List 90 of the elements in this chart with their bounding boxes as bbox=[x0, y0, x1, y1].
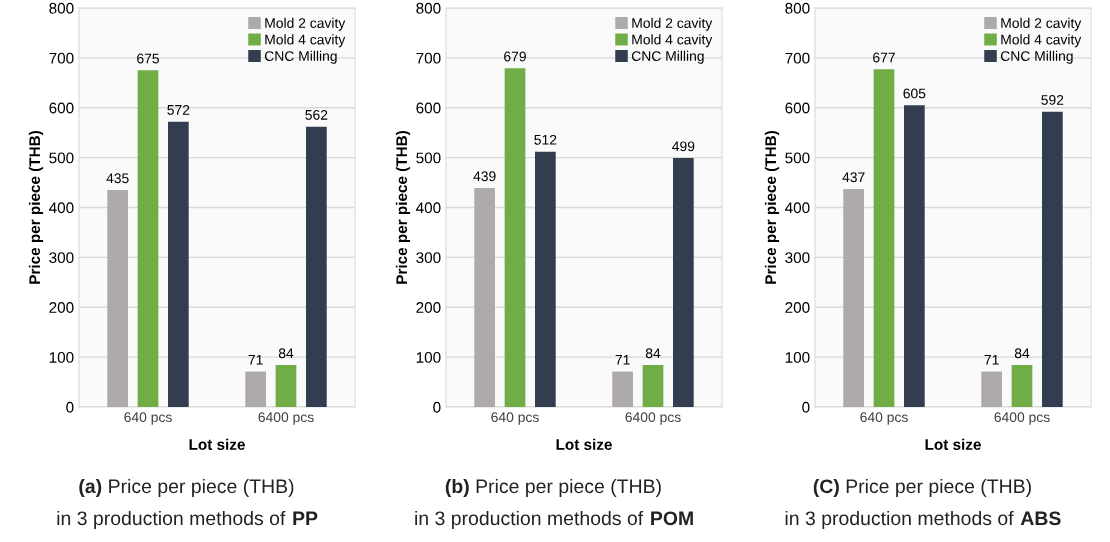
text: (a) Price per piece (THB) bbox=[79, 478, 294, 498]
bar bbox=[1011, 365, 1033, 407]
bar bbox=[1042, 111, 1063, 407]
bar bbox=[904, 105, 925, 407]
x-tick-label: 6400 pcs bbox=[625, 412, 681, 425]
y-tick-label: 500 bbox=[785, 152, 810, 164]
y-tick-label: 500 bbox=[416, 152, 441, 164]
y-axis-title: Price per piece (THB) bbox=[28, 130, 44, 284]
x-tick-label: 640 pcs bbox=[124, 412, 172, 425]
y-axis-title: Price per piece (THB) bbox=[395, 130, 411, 284]
data-label: 439 bbox=[473, 171, 496, 182]
data-label: 677 bbox=[873, 52, 895, 63]
bar bbox=[535, 151, 556, 407]
data-label: 71 bbox=[984, 354, 999, 365]
y-tick-label: 400 bbox=[785, 202, 810, 214]
data-label: 84 bbox=[1014, 348, 1030, 359]
data-label: 84 bbox=[645, 348, 661, 359]
legend-label: Mold 2 cavity bbox=[1001, 17, 1082, 31]
bar bbox=[245, 371, 266, 407]
bar bbox=[275, 365, 297, 407]
y-tick-label: 0 bbox=[66, 401, 74, 413]
y-tick-label: 0 bbox=[433, 401, 441, 413]
y-tick-label: 600 bbox=[785, 102, 810, 114]
y-tick-label: 600 bbox=[49, 102, 74, 114]
y-tick-label: 800 bbox=[416, 2, 441, 14]
y-tick-label: 300 bbox=[785, 252, 810, 264]
text: in 3 production methods of POM bbox=[415, 510, 693, 530]
legend-label: Mold 4 cavity bbox=[1001, 34, 1082, 48]
y-tick-label: 700 bbox=[49, 52, 74, 64]
legend-label: CNC Milling bbox=[631, 50, 704, 64]
data-label: 499 bbox=[672, 141, 695, 152]
bar bbox=[504, 68, 526, 407]
data-label: 675 bbox=[137, 53, 160, 64]
bar bbox=[843, 189, 864, 407]
x-axis-title: Lot size bbox=[556, 438, 612, 450]
bar bbox=[673, 158, 694, 407]
bar bbox=[642, 365, 664, 407]
x-axis-title: Lot size bbox=[189, 438, 245, 450]
bar bbox=[612, 371, 633, 407]
y-tick-label: 800 bbox=[785, 2, 810, 14]
data-label: 562 bbox=[305, 109, 328, 120]
y-tick-label: 300 bbox=[49, 252, 74, 264]
bar bbox=[873, 69, 895, 407]
bar bbox=[981, 371, 1002, 407]
y-tick-label: 200 bbox=[416, 302, 441, 313]
data-label: 435 bbox=[106, 173, 129, 184]
x-axis-title: Lot size bbox=[925, 438, 981, 450]
y-tick-label: 400 bbox=[49, 202, 74, 214]
data-label: 84 bbox=[278, 348, 294, 359]
bar bbox=[137, 70, 159, 407]
legend-label: Mold 4 cavity bbox=[632, 34, 713, 48]
x-tick-label: 6400 pcs bbox=[258, 412, 314, 425]
data-label: 605 bbox=[903, 88, 926, 99]
text: (C) Price per piece (THB) bbox=[813, 478, 1031, 498]
legend-label: Mold 4 cavity bbox=[265, 34, 346, 48]
legend-label: CNC Milling bbox=[1000, 50, 1073, 64]
data-label: 71 bbox=[248, 354, 263, 365]
text: (b) Price per piece (THB) bbox=[445, 478, 661, 498]
legend-label: Mold 2 cavity bbox=[632, 17, 713, 31]
bar bbox=[474, 188, 495, 407]
data-label: 71 bbox=[615, 354, 630, 365]
x-tick-label: 640 pcs bbox=[491, 412, 539, 425]
y-tick-label: 200 bbox=[49, 302, 74, 313]
text: in 3 production methods of ABS bbox=[785, 510, 1061, 530]
y-tick-label: 400 bbox=[416, 202, 441, 214]
y-tick-label: 600 bbox=[416, 102, 441, 114]
data-label: 592 bbox=[1041, 94, 1064, 105]
y-tick-label: 800 bbox=[49, 2, 74, 14]
y-tick-label: 100 bbox=[785, 351, 810, 363]
bar bbox=[168, 121, 189, 407]
data-label: 437 bbox=[842, 172, 865, 183]
legend-label: Mold 2 cavity bbox=[265, 17, 346, 31]
data-label: 679 bbox=[504, 51, 526, 62]
y-tick-label: 100 bbox=[49, 351, 74, 363]
y-tick-label: 300 bbox=[416, 252, 441, 264]
y-tick-label: 700 bbox=[416, 52, 441, 64]
y-tick-label: 0 bbox=[802, 401, 810, 413]
x-tick-label: 640 pcs bbox=[860, 412, 908, 425]
y-tick-label: 100 bbox=[416, 351, 441, 363]
bar bbox=[306, 126, 327, 407]
legend-label: CNC Milling bbox=[264, 50, 337, 64]
bar bbox=[107, 190, 128, 407]
y-tick-label: 200 bbox=[785, 302, 810, 313]
y-tick-label: 700 bbox=[785, 52, 810, 64]
y-tick-label: 500 bbox=[49, 152, 74, 164]
data-label: 512 bbox=[534, 134, 557, 145]
data-label: 572 bbox=[167, 104, 190, 115]
y-axis-title: Price per piece (THB) bbox=[764, 130, 780, 284]
text: in 3 production methods of PP bbox=[57, 510, 318, 530]
x-tick-label: 6400 pcs bbox=[994, 412, 1050, 425]
